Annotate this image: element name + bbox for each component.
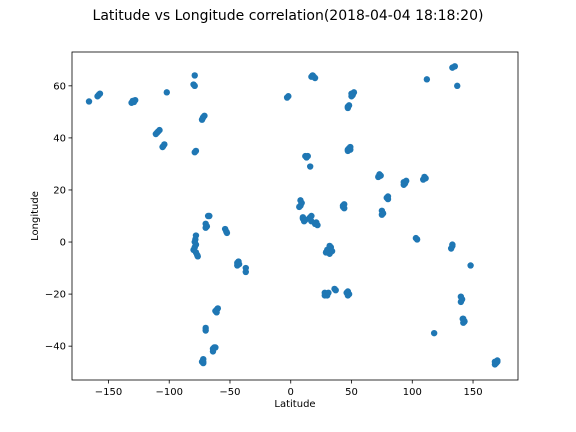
- data-point: [308, 212, 315, 220]
- data-point: [420, 176, 427, 183]
- plot-area: [71, 51, 519, 381]
- data-point: [413, 236, 421, 243]
- data-point: [85, 98, 93, 105]
- data-point: [159, 143, 166, 151]
- data-point: [344, 104, 352, 112]
- y-tick-label: −40: [45, 342, 66, 353]
- x-axis-label: Latitude: [274, 399, 315, 410]
- data-point: [163, 89, 170, 96]
- data-point: [94, 93, 101, 100]
- x-tick-label: 150: [463, 387, 482, 398]
- data-point: [457, 298, 465, 306]
- data-point: [206, 212, 213, 220]
- data-point: [314, 221, 321, 229]
- data-point: [325, 289, 332, 296]
- data-point: [283, 94, 291, 101]
- y-tick-label: 40: [53, 133, 66, 144]
- data-point: [194, 253, 201, 260]
- data-point: [202, 327, 209, 334]
- x-tick-label: 50: [345, 387, 358, 398]
- x-tick-label: −100: [155, 387, 182, 398]
- plot-frame: [71, 51, 519, 381]
- data-point: [449, 242, 456, 250]
- data-point: [378, 211, 386, 218]
- data-point: [198, 358, 206, 365]
- x-tick-label: 100: [403, 387, 422, 398]
- data-point: [341, 204, 348, 212]
- data-point: [296, 203, 303, 211]
- data-point: [308, 73, 315, 80]
- data-point: [213, 309, 220, 316]
- data-point: [129, 97, 136, 105]
- data-point: [242, 268, 249, 276]
- chart-title: Latitude vs Longitude correlation(2018-0…: [93, 8, 484, 24]
- data-point: [494, 358, 501, 365]
- data-point: [347, 146, 354, 153]
- data-point: [403, 177, 410, 185]
- data-point: [326, 242, 333, 250]
- x-axis: −150 −100 −50 0 50 100 150: [95, 380, 483, 398]
- data-point: [459, 315, 466, 323]
- data-point: [467, 262, 474, 269]
- data-point: [155, 128, 162, 135]
- y-tick-label: −20: [45, 290, 66, 301]
- data-point: [199, 115, 206, 122]
- data-point: [304, 152, 311, 160]
- data-point: [375, 173, 382, 181]
- data-point: [384, 193, 392, 200]
- data-point: [423, 76, 431, 83]
- data-point: [235, 260, 243, 268]
- x-tick-label: −50: [219, 387, 240, 398]
- data-point: [223, 229, 231, 237]
- data-point: [332, 286, 339, 294]
- data-point: [328, 247, 336, 255]
- data-point: [348, 93, 355, 100]
- data-point: [191, 72, 198, 79]
- data-point: [202, 224, 209, 231]
- data-point: [344, 292, 352, 299]
- data-point: [306, 163, 314, 170]
- y-axis: −40 −20 0 20 40 60: [45, 81, 72, 353]
- y-tick-label: 60: [53, 81, 66, 92]
- data-point: [212, 344, 219, 351]
- data-point: [322, 249, 330, 256]
- data-point: [454, 82, 461, 90]
- x-tick-label: −150: [95, 387, 122, 398]
- data-point: [191, 82, 198, 90]
- data-point: [451, 63, 459, 70]
- data-point: [430, 329, 438, 337]
- x-tick-label: 0: [288, 387, 294, 398]
- y-tick-label: 20: [53, 185, 66, 196]
- data-point: [191, 149, 198, 156]
- y-tick-label: 0: [60, 238, 66, 249]
- y-axis-label: Longitude: [30, 191, 41, 241]
